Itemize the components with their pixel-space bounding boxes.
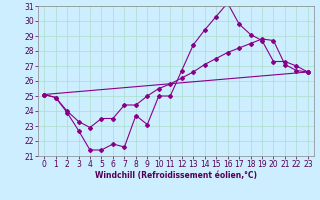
X-axis label: Windchill (Refroidissement éolien,°C): Windchill (Refroidissement éolien,°C) xyxy=(95,171,257,180)
